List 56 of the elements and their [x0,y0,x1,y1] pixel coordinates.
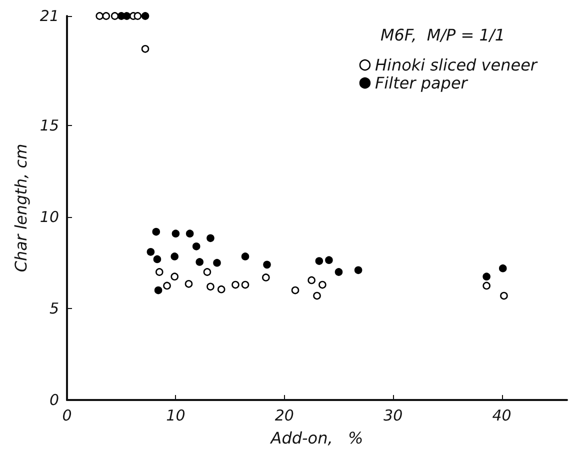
point [206,234,214,242]
point [206,282,214,291]
point [192,242,200,250]
point [172,230,180,238]
legend-label: Filter paper [374,74,469,92]
point [110,12,119,20]
point [146,248,155,256]
point [318,280,326,289]
point [315,257,324,265]
point [153,255,162,264]
point [313,292,321,300]
y-axis-title: Char length, cm [12,144,31,272]
legend-label: Hinoki sliced veneer [374,56,538,74]
point [154,286,162,294]
point [334,268,343,276]
point [186,230,194,238]
point [308,276,316,284]
point [203,268,212,276]
point [291,286,300,294]
x-tick-label: 40 [492,406,512,424]
point [482,272,490,280]
point [498,264,507,272]
point [263,260,271,269]
point [232,280,240,289]
x-tick-label: 0 [62,406,72,424]
point [196,258,204,266]
point [134,12,142,20]
x-axis-title: Add-on, % [270,428,364,448]
point [184,280,193,288]
point [262,274,270,282]
point [217,285,226,294]
x-tick-label: 20 [274,406,294,424]
y-tick-label: 5 [49,300,59,318]
point [354,266,362,274]
point [156,268,164,276]
point [163,282,171,290]
x-tick-label: 10 [166,406,186,424]
point [482,282,490,290]
point [152,228,160,236]
point [325,256,333,264]
point [141,12,150,20]
y-tick-label: 10 [40,208,59,226]
point [500,292,508,300]
y-tick-label: 15 [40,116,59,135]
y-tick-label: 0 [49,391,59,409]
x-tick-label: 30 [384,406,403,424]
point [170,272,179,280]
point [170,252,179,260]
point [241,252,250,260]
point [102,12,110,20]
point [141,45,150,53]
point [241,280,250,289]
point [213,258,221,267]
point [96,12,104,20]
y-tick-label: 21 [40,7,59,25]
legend-title: M6F, M/P = 1/1 [380,26,506,44]
